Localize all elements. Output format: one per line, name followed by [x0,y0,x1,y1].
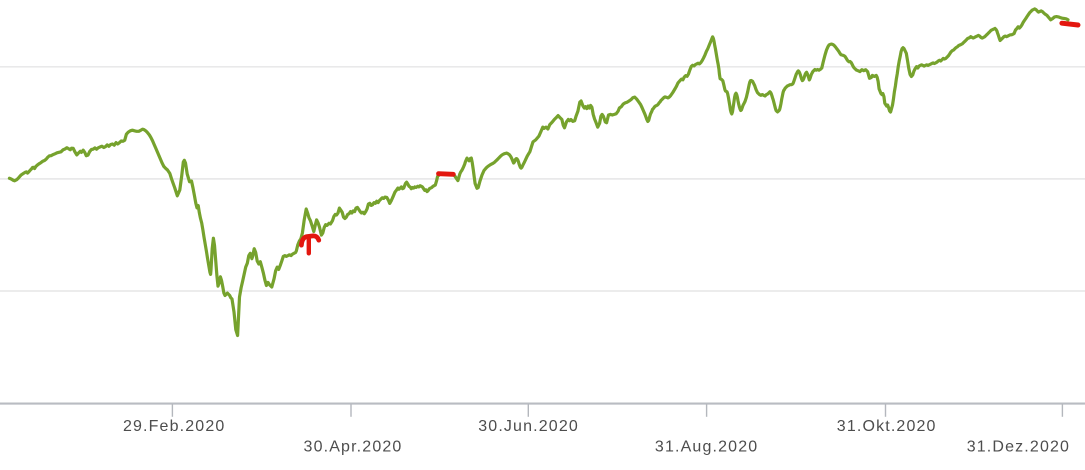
svg-text:30.Apr.2020: 30.Apr.2020 [304,439,403,456]
svg-text:31.Dez.2020: 31.Dez.2020 [967,439,1070,456]
svg-text:29.Feb.2020: 29.Feb.2020 [123,418,226,435]
svg-text:31.Aug.2020: 31.Aug.2020 [655,439,758,456]
svg-text:31.Okt.2020: 31.Okt.2020 [837,418,937,435]
svg-text:30.Jun.2020: 30.Jun.2020 [478,418,579,435]
